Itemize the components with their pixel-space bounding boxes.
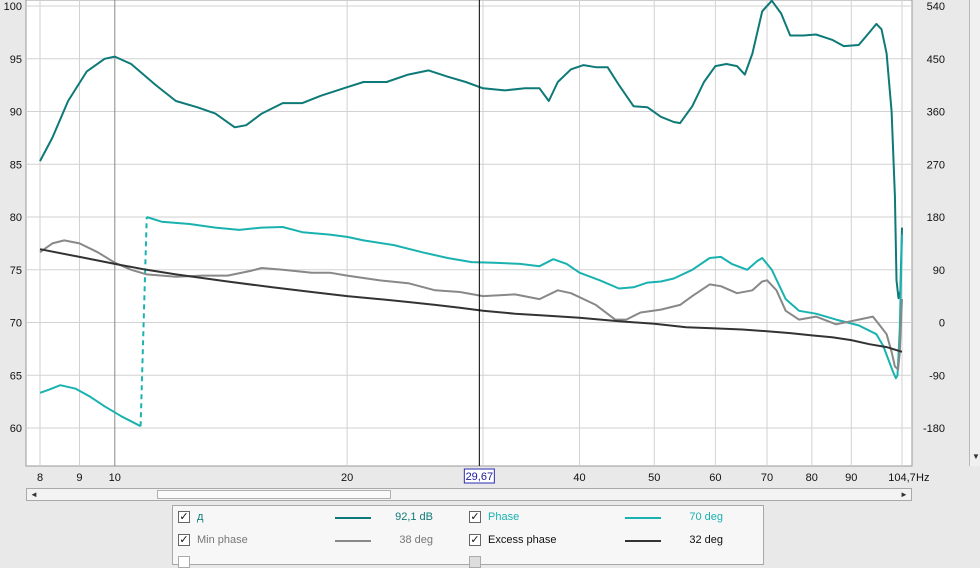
y-right-tick-label: 0 [939, 318, 945, 330]
series-line-phase-part1 [39, 384, 142, 428]
x-tick-label: 80 [806, 472, 818, 484]
scroll-left-arrow-icon[interactable]: ◄ [30, 490, 38, 499]
y-right-tick-label: 450 [927, 54, 945, 66]
scrollbar-thumb[interactable] [157, 490, 391, 499]
x-tick-label: 90 [845, 472, 857, 484]
x-tick-label: 50 [648, 472, 660, 484]
y-right-tick-label: 540 [927, 1, 945, 13]
horizontal-scrollbar[interactable]: ◄ ► [26, 488, 912, 501]
legend-value-spl: 92,1 dB [395, 511, 433, 523]
y-right-tick-label: 270 [927, 159, 945, 171]
frequency-response-chart[interactable]: 100 95 90 85 80 75 70 65 60 540 450 360 270 180 90 0 -90… [0, 0, 980, 486]
x-tick-label: 20 [341, 472, 353, 484]
y-right-tick-label: 90 [933, 265, 945, 277]
y-left-tick-label: 60 [10, 423, 22, 435]
y-left-tick-label: 100 [4, 1, 22, 13]
series-lines [39, 0, 903, 428]
legend-label-phase: Phase [488, 511, 520, 523]
legend-checkbox-min-phase[interactable]: ✓ [178, 534, 190, 546]
legend-label-excess-phase: Excess phase [488, 534, 557, 546]
series-line-spl [39, 0, 903, 300]
x-tick-label: 9 [76, 472, 82, 484]
grid [26, 0, 912, 466]
y-left-tick-label: 90 [10, 107, 22, 119]
y-left-tick-label: 80 [10, 212, 22, 224]
legend-label-spl: д [197, 511, 204, 523]
x-unit-label: Hz [916, 472, 929, 484]
x-tick-label: 60 [709, 472, 721, 484]
cursor-readout-text: 29,67 [466, 471, 494, 483]
scroll-right-arrow-icon[interactable]: ► [900, 490, 908, 499]
legend-swatch-excess-phase [625, 540, 661, 542]
legend-checkbox-hidden-2[interactable] [469, 556, 481, 568]
y-left-tick-label: 65 [10, 370, 22, 382]
right-side-panel [969, 0, 980, 466]
legend-checkbox-hidden[interactable] [178, 556, 190, 568]
axis-ticks: 100 95 90 85 80 75 70 65 60 540 450 360 270 180 90 0 -90… [4, 1, 945, 484]
x-tick-label: 104,7 [888, 472, 916, 484]
plot-background [25, 0, 913, 467]
y-left-tick-label: 70 [10, 318, 22, 330]
phase-wrap-dashed-line [139, 216, 148, 427]
legend-row: ✓ д 92,1 dB ✓ Phase 70 deg [173, 510, 765, 532]
legend-value-min-phase: 38 deg [399, 534, 433, 546]
legend-label-min-phase: Min phase [197, 534, 248, 546]
legend-row: ✓ Min phase 38 deg ✓ Excess phase 32 deg [173, 533, 765, 555]
y-right-tick-label: 360 [927, 107, 945, 119]
x-tick-label: 10 [109, 472, 121, 484]
series-line-excess-phase [39, 248, 903, 353]
legend-value-phase: 70 deg [689, 511, 723, 523]
scroll-down-arrow-icon[interactable]: ▼ [972, 452, 980, 461]
y-left-tick-label: 75 [10, 265, 22, 277]
y-right-tick-label: -180 [923, 423, 945, 435]
legend-swatch-min-phase [335, 540, 371, 542]
legend-checkbox-spl[interactable]: ✓ [178, 511, 190, 523]
series-line-phase-part2 [146, 216, 903, 380]
legend-checkbox-excess-phase[interactable]: ✓ [469, 534, 481, 546]
legend-swatch-phase [625, 517, 661, 519]
x-tick-label: 8 [37, 472, 43, 484]
legend-checkbox-phase[interactable]: ✓ [469, 511, 481, 523]
y-left-tick-label: 85 [10, 159, 22, 171]
cursor-readout[interactable]: 29,67 [463, 468, 495, 484]
legend-panel: ✓ д 92,1 dB ✓ Phase 70 deg ✓ Min phase 3… [172, 505, 765, 568]
x-tick-label: 70 [761, 472, 773, 484]
x-tick-label: 40 [573, 472, 585, 484]
y-right-tick-label: -90 [929, 370, 945, 382]
legend-swatch-spl [335, 517, 371, 519]
legend-value-excess-phase: 32 deg [689, 534, 723, 546]
y-right-tick-label: 180 [927, 212, 945, 224]
y-left-tick-label: 95 [10, 54, 22, 66]
